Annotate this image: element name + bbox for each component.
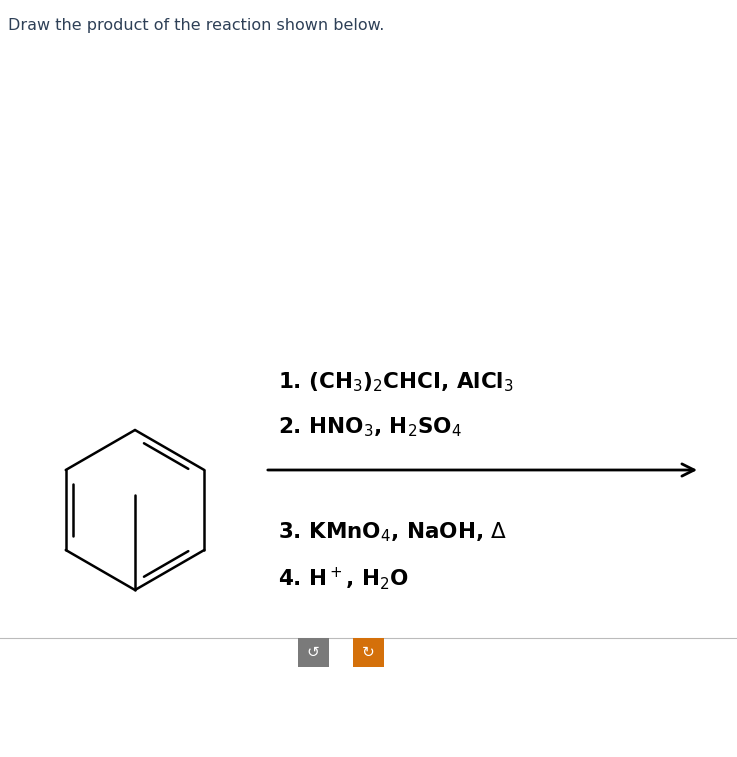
Text: Draw the product of the reaction shown below.: Draw the product of the reaction shown b… [8, 18, 385, 33]
FancyBboxPatch shape [298, 638, 329, 667]
FancyBboxPatch shape [353, 638, 384, 667]
Text: ↺: ↺ [307, 645, 320, 660]
Text: ↻: ↻ [362, 645, 375, 660]
Text: 1. (CH$_3$)$_2$CHCI, AlCl$_3$: 1. (CH$_3$)$_2$CHCI, AlCl$_3$ [278, 370, 514, 394]
Text: 4. H$^+$, H$_2$O: 4. H$^+$, H$_2$O [278, 565, 409, 592]
Text: 2. HNO$_3$, H$_2$SO$_4$: 2. HNO$_3$, H$_2$SO$_4$ [278, 415, 462, 438]
Text: 3. KMnO$_4$, NaOH, $\Delta$: 3. KMnO$_4$, NaOH, $\Delta$ [278, 520, 507, 544]
